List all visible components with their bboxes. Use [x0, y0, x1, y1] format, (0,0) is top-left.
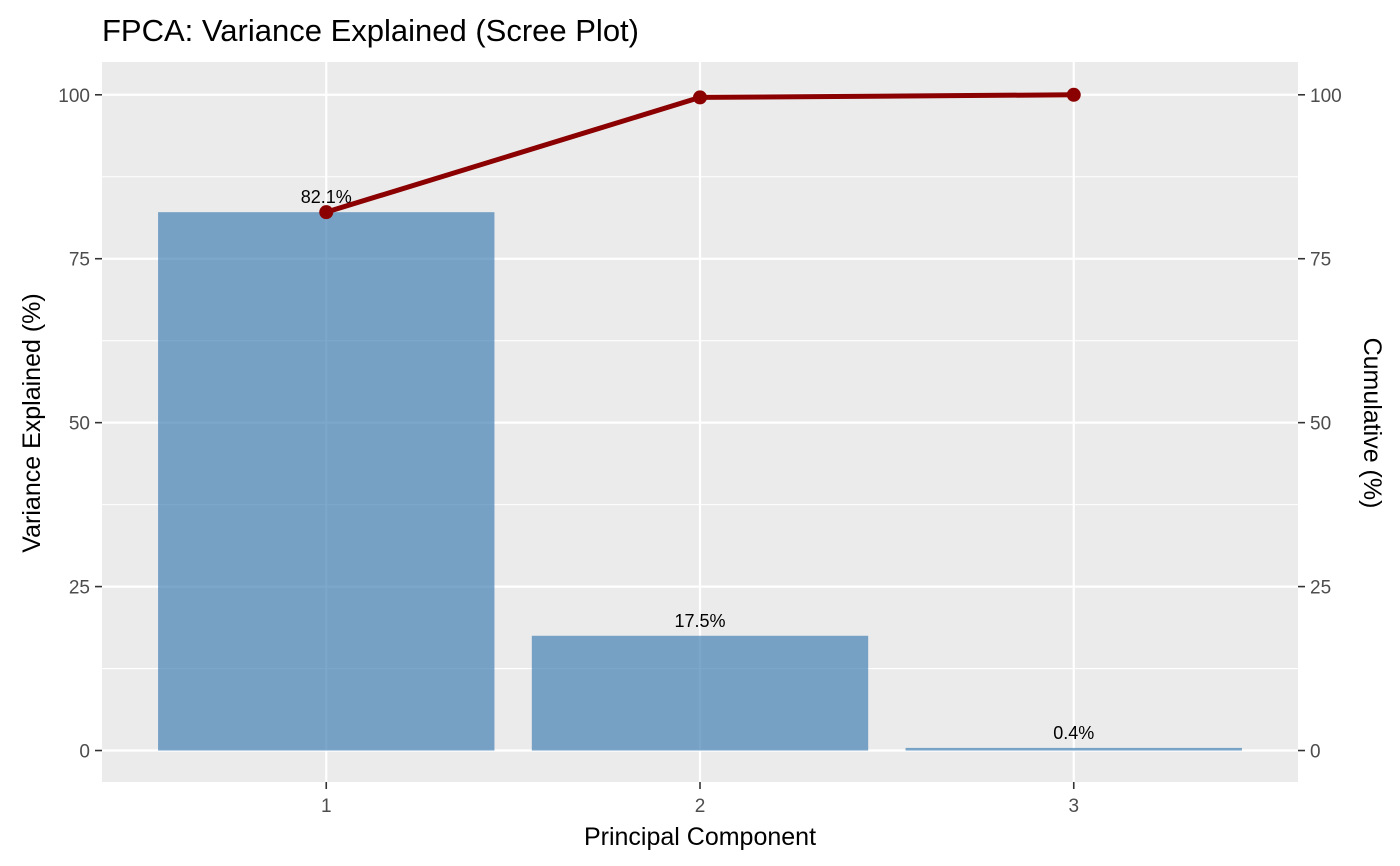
right-tick-label: 100: [1310, 86, 1342, 107]
left-tick-label: 50: [69, 414, 90, 435]
cumulative-line-series: [319, 87, 1081, 220]
left-y-axis-title: Variance Explained (%): [18, 293, 46, 552]
x-axis-title: Principal Component: [584, 823, 816, 851]
cumulative-point-pc-1: [319, 205, 334, 220]
x-tick-label: 1: [321, 796, 332, 817]
cumulative-point-pc-3: [1066, 87, 1081, 102]
x-axis: 1 2 3: [321, 782, 1079, 817]
left-tick-label: 0: [79, 742, 90, 763]
bar-label-pc-1: 82.1%: [301, 187, 352, 207]
bar-label-pc-3: 0.4%: [1053, 723, 1094, 743]
right-y-axis: 0 25 50 75 100: [1298, 86, 1342, 763]
left-tick-label: 75: [69, 250, 90, 271]
chart-title: FPCA: Variance Explained (Scree Plot): [102, 13, 639, 48]
bar-pc-1: [158, 212, 495, 751]
x-tick-label: 3: [1068, 796, 1079, 817]
cumulative-point-pc-2: [693, 90, 707, 105]
left-y-axis: 0 25 50 75 100: [58, 86, 102, 763]
right-tick-label: 0: [1310, 742, 1321, 763]
left-tick-label: 100: [58, 86, 90, 107]
variance-bars: [158, 212, 1242, 751]
right-tick-label: 75: [1310, 250, 1331, 271]
bar-label-pc-2: 17.5%: [674, 611, 725, 631]
x-tick-label: 2: [695, 796, 706, 817]
bar-data-labels: 82.1% 17.5% 0.4%: [301, 187, 1095, 743]
left-tick-label: 25: [69, 578, 90, 599]
right-y-axis-title: Cumulative (%): [1358, 338, 1386, 509]
right-tick-label: 25: [1310, 578, 1331, 599]
bar-pc-3: [905, 747, 1242, 751]
right-tick-label: 50: [1310, 414, 1331, 435]
bar-pc-2: [531, 635, 869, 751]
